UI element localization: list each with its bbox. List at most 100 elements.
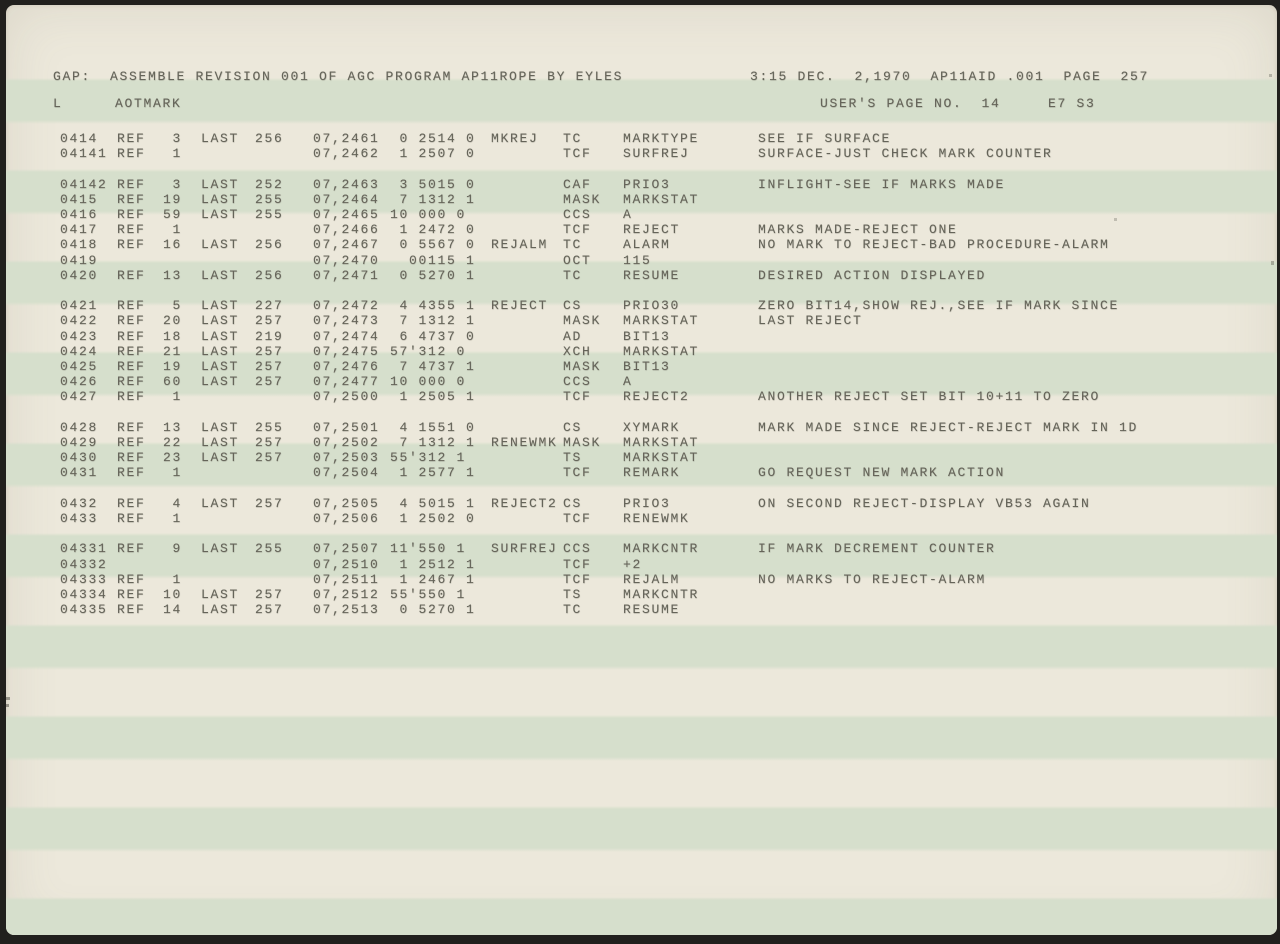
field-operand: REMARK xyxy=(623,465,681,481)
field-loc: 0427 xyxy=(60,389,99,405)
field-op: MASK xyxy=(563,435,602,450)
field-op: AD xyxy=(563,328,583,344)
field-word: 4 4355 1 xyxy=(390,298,476,314)
field-op: TC xyxy=(563,267,583,283)
field-loc: 0424 xyxy=(60,343,99,359)
field-ref: REF xyxy=(117,602,146,618)
field-ref_n: 60 xyxy=(162,374,182,390)
field-ref: REF xyxy=(117,146,146,162)
field-op: MASK xyxy=(563,313,602,329)
field-ref: REF xyxy=(117,389,146,405)
listing-row: 0427 REF 1 07,2500 1 2505 1 TCF REJECT2 ANOTHE… xyxy=(6,389,1277,404)
field-last_n: 256 xyxy=(255,237,284,253)
field-loc: 0420 xyxy=(60,267,99,283)
field-operand: REJECT2 xyxy=(623,389,690,405)
field-ref: REF xyxy=(117,237,146,253)
field-ref_n: 3 xyxy=(172,176,182,192)
listing-row: 0432 REF 4 LAST 257 07,2505 4 5015 1 REJECT2 CS… xyxy=(6,496,1277,511)
field-last: LAST xyxy=(201,176,240,192)
field-op: TC xyxy=(563,237,583,253)
field-ref: REF xyxy=(117,374,146,390)
field-loc: 0428 xyxy=(60,419,99,435)
field-last: LAST xyxy=(201,495,240,511)
field-last_n: 257 xyxy=(255,313,284,329)
field-op: MASK xyxy=(563,191,602,207)
field-word: 7 1312 1 xyxy=(390,313,476,329)
listing-row: 04334 REF 10 LAST 257 07,2512 55'550 1 TS MARKCN… xyxy=(6,587,1277,602)
field-addr: 07,2506 xyxy=(313,511,380,526)
field-loc: 0431 xyxy=(60,465,99,481)
field-op: TC xyxy=(563,602,583,618)
field-op: TS xyxy=(563,450,583,466)
field-word: 1 2507 0 xyxy=(390,146,476,162)
field-ref_n: 19 xyxy=(162,191,182,207)
field-comment: LAST REJECT xyxy=(758,313,863,329)
field-ref_n: 4 xyxy=(172,495,182,511)
field-ref: REF xyxy=(117,222,146,238)
scan-speck xyxy=(6,697,10,700)
scan-speck xyxy=(1271,261,1274,265)
field-comment: SURFACE-JUST CHECK MARK COUNTER xyxy=(758,146,1053,162)
listing-row: 0428 REF 13 LAST 255 07,2501 4 1551 0 CS XYMARK… xyxy=(6,420,1277,435)
field-last: LAST xyxy=(201,328,240,344)
field-ref_n: 23 xyxy=(162,450,182,466)
listing-row: 0419 07,2470 00115 1 OCT 115 xyxy=(6,253,1277,268)
field-ref: REF xyxy=(117,450,146,466)
field-addr: 07,2500 xyxy=(313,389,380,405)
field-word: 7 1312 1 xyxy=(390,191,476,207)
field-operand: MARKSTAT xyxy=(623,450,700,466)
field-loc: 04141 xyxy=(60,146,108,162)
field-word: 11'550 1 xyxy=(390,541,467,557)
field-last: LAST xyxy=(201,191,240,207)
field-word: 57'312 0 xyxy=(390,343,467,359)
field-addr: 07,2501 xyxy=(313,419,380,435)
listing-row: 0429 REF 22 LAST 257 07,2502 7 1312 1 RENEWMK M… xyxy=(6,435,1277,450)
field-addr: 07,2504 xyxy=(313,465,380,481)
listing-row: 0426 REF 60 LAST 257 07,2477 10 000 0 CCS A xyxy=(6,374,1277,389)
field-ref_n: 3 xyxy=(172,131,182,146)
field-ref_n: 1 xyxy=(172,571,182,587)
listing-row: 0421 REF 5 LAST 227 07,2472 4 4355 1 REJECT CS P… xyxy=(6,298,1277,313)
field-ref_n: 1 xyxy=(172,511,182,526)
field-ref: REF xyxy=(117,465,146,481)
greenbar-paper: GAP: ASSEMBLE REVISION 001 OF AGC PROGRA… xyxy=(6,5,1277,935)
field-addr: 07,2461 xyxy=(313,131,380,146)
field-ref: REF xyxy=(117,359,146,374)
field-addr: 07,2466 xyxy=(313,222,380,238)
field-last_n: 257 xyxy=(255,435,284,450)
field-op: CCS xyxy=(563,541,592,557)
listing-row: 0433 REF 1 07,2506 1 2502 0 TCF RENEWMK xyxy=(6,511,1277,526)
field-last_n: 257 xyxy=(255,587,284,602)
field-last_n: 257 xyxy=(255,450,284,466)
field-ref_n: 19 xyxy=(162,359,182,374)
field-operand: ALARM xyxy=(623,237,671,253)
field-op: TCF xyxy=(563,222,592,238)
field-operand: REJECT xyxy=(623,222,681,238)
field-op: TC xyxy=(563,131,583,146)
field-operand: RESUME xyxy=(623,602,681,618)
listing-row: 0424 REF 21 LAST 257 07,2475 57'312 0 XCH MARKST… xyxy=(6,344,1277,359)
field-addr: 07,2474 xyxy=(313,328,380,344)
field-word: 1 2512 1 xyxy=(390,556,476,572)
listing-row: 04335 REF 14 LAST 257 07,2513 0 5270 1 TC RESUM… xyxy=(6,602,1277,617)
field-ref: REF xyxy=(117,495,146,511)
field-ref_n: 22 xyxy=(162,435,182,450)
field-addr: 07,2473 xyxy=(313,313,380,329)
field-loc: 0433 xyxy=(60,511,99,526)
listing-row: 0430 REF 23 LAST 257 07,2503 55'312 1 TS MARKSTA… xyxy=(6,450,1277,465)
field-comment: DESIRED ACTION DISPLAYED xyxy=(758,267,987,283)
field-loc: 0432 xyxy=(60,495,99,511)
field-operand: MARKTYPE xyxy=(623,131,700,146)
field-addr: 07,2511 xyxy=(313,571,380,587)
field-word: 1 2502 0 xyxy=(390,511,476,526)
field-op: CS xyxy=(563,419,583,435)
field-last: LAST xyxy=(201,313,240,329)
field-addr: 07,2462 xyxy=(313,146,380,162)
field-loc: 0414 xyxy=(60,131,99,146)
field-ref_n: 1 xyxy=(172,222,182,238)
field-ref: REF xyxy=(117,587,146,602)
field-ref_n: 18 xyxy=(162,328,182,344)
field-last: LAST xyxy=(201,359,240,374)
scan-speck xyxy=(6,704,9,707)
